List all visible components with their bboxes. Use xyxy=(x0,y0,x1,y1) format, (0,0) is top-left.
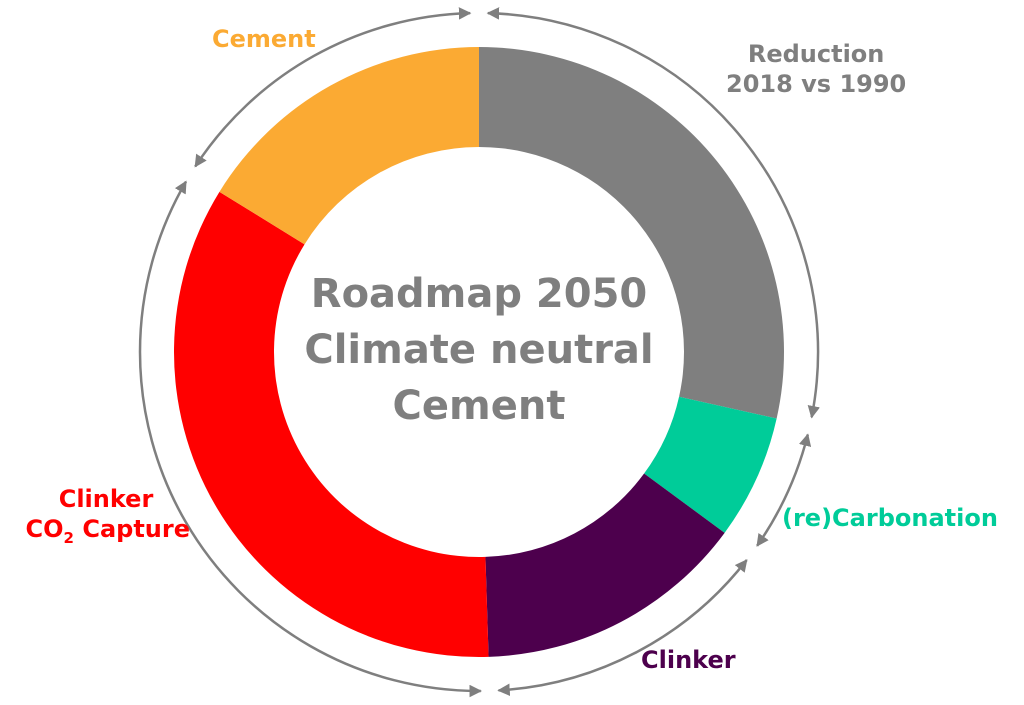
label-clinker: Clinker xyxy=(641,646,736,674)
double-arrow-arc xyxy=(497,559,748,697)
center-title-line: Cement xyxy=(392,383,566,429)
label-line: CO2 Capture xyxy=(22,514,190,553)
label-subscript: 2 xyxy=(63,528,74,547)
label-clinker-capture: Clinker CO2 Capture xyxy=(22,484,190,553)
label-co: CO xyxy=(25,515,64,543)
donut-slice xyxy=(644,396,777,533)
label-recarbonation: (re)Carbonation xyxy=(782,504,998,532)
double-arrow-arc xyxy=(756,433,812,547)
center-title: Roadmap 2050 Climate neutral Cement xyxy=(279,266,679,434)
label-line: Clinker xyxy=(58,485,154,513)
double-arrow-arc xyxy=(194,7,472,168)
label-capture: Capture xyxy=(73,515,190,543)
label-line: Reduction xyxy=(747,40,885,68)
label-reduction: Reduction 2018 vs 1990 xyxy=(726,39,906,99)
label-line: 2018 vs 1990 xyxy=(726,70,907,98)
double-arrow-arc xyxy=(486,7,820,419)
donut-slice xyxy=(219,47,479,245)
label-cement: Cement xyxy=(212,25,316,53)
center-title-line: Climate neutral xyxy=(304,327,654,373)
double-arrow-arc xyxy=(138,180,483,698)
center-title-line: Roadmap 2050 xyxy=(310,271,648,317)
